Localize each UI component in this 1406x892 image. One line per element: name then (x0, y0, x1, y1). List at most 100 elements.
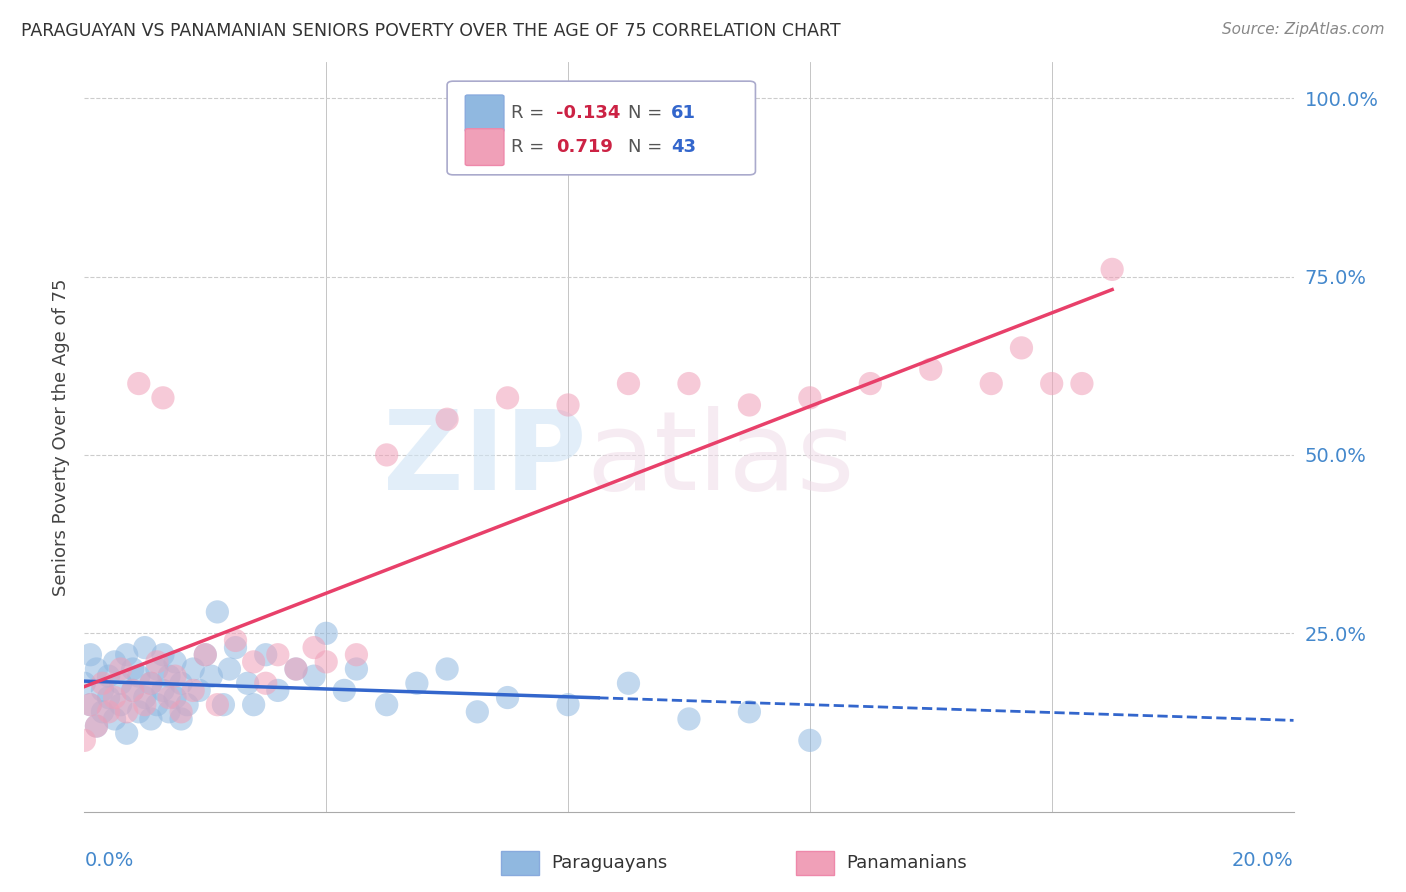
Point (165, 655, 187, 669)
Point (181, 662, 204, 676)
Point (134, 640, 156, 655)
Text: Panamanians: Panamanians (846, 854, 967, 871)
FancyBboxPatch shape (465, 128, 503, 165)
Point (139, 712, 162, 726)
Point (302, 640, 325, 655)
Point (170, 676, 193, 690)
Point (557, 398, 579, 412)
Point (267, 683, 290, 698)
Point (128, 669, 150, 683)
Point (200, 669, 222, 683)
Bar (501, 851, 540, 876)
Point (225, 640, 247, 655)
Point (170, 712, 193, 726)
Point (176, 698, 198, 712)
Point (121, 662, 143, 676)
FancyBboxPatch shape (465, 95, 503, 132)
Text: Source: ZipAtlas.com: Source: ZipAtlas.com (1222, 22, 1385, 37)
Point (79, 698, 101, 712)
Point (436, 412, 458, 426)
Point (146, 662, 169, 676)
Point (115, 726, 138, 740)
Point (110, 676, 132, 690)
Point (170, 705, 193, 719)
Point (436, 662, 458, 676)
Point (738, 705, 761, 719)
Point (97, 669, 120, 683)
Point (91, 683, 114, 698)
Text: N =: N = (628, 104, 668, 122)
Point (110, 662, 132, 676)
Text: atlas: atlas (586, 406, 855, 513)
Point (1011, 341, 1033, 355)
Point (346, 662, 368, 676)
Point (194, 648, 217, 662)
Text: Paraguayans: Paraguayans (551, 854, 668, 871)
Point (333, 683, 356, 698)
Point (254, 648, 277, 662)
Point (86, 719, 108, 733)
Point (194, 648, 217, 662)
Point (128, 376, 150, 391)
Point (799, 391, 821, 405)
Text: 20.0%: 20.0% (1232, 851, 1294, 870)
FancyBboxPatch shape (447, 81, 755, 175)
Point (617, 376, 640, 391)
Point (110, 698, 132, 712)
Point (207, 698, 229, 712)
Point (121, 683, 143, 698)
Text: 0.0%: 0.0% (84, 851, 134, 870)
Text: ZIP: ZIP (382, 406, 586, 513)
Text: 61: 61 (671, 104, 696, 122)
Point (236, 676, 259, 690)
Point (678, 712, 700, 726)
Point (115, 705, 138, 719)
Point (165, 690, 187, 705)
Point (285, 662, 308, 676)
Point (86, 662, 108, 676)
Point (104, 655, 127, 669)
Point (128, 705, 150, 719)
Point (152, 683, 174, 698)
Point (1040, 376, 1063, 391)
Point (496, 391, 519, 405)
Point (86, 719, 108, 733)
Point (207, 605, 229, 619)
Point (980, 376, 1002, 391)
Text: R =: R = (512, 104, 550, 122)
Point (218, 662, 240, 676)
Point (115, 648, 138, 662)
Point (157, 669, 180, 683)
Text: 43: 43 (671, 138, 696, 156)
Point (181, 683, 204, 698)
Point (678, 376, 700, 391)
Point (557, 698, 579, 712)
Point (302, 669, 325, 683)
Point (799, 733, 821, 747)
Point (859, 376, 882, 391)
Point (1071, 376, 1094, 391)
Point (139, 676, 162, 690)
Point (134, 690, 156, 705)
Point (134, 698, 156, 712)
Point (254, 676, 277, 690)
Point (467, 705, 489, 719)
Point (346, 648, 368, 662)
Point (146, 698, 169, 712)
Point (242, 698, 264, 712)
Point (73, 733, 96, 747)
Point (121, 683, 143, 698)
Point (188, 683, 211, 698)
Point (97, 705, 120, 719)
Point (146, 655, 169, 669)
Point (104, 690, 127, 705)
Text: -0.134: -0.134 (555, 104, 620, 122)
Point (617, 676, 640, 690)
Text: R =: R = (512, 138, 550, 156)
Point (315, 655, 337, 669)
Point (375, 448, 398, 462)
Point (104, 712, 127, 726)
Point (496, 690, 519, 705)
Text: 0.719: 0.719 (555, 138, 613, 156)
Point (267, 648, 290, 662)
